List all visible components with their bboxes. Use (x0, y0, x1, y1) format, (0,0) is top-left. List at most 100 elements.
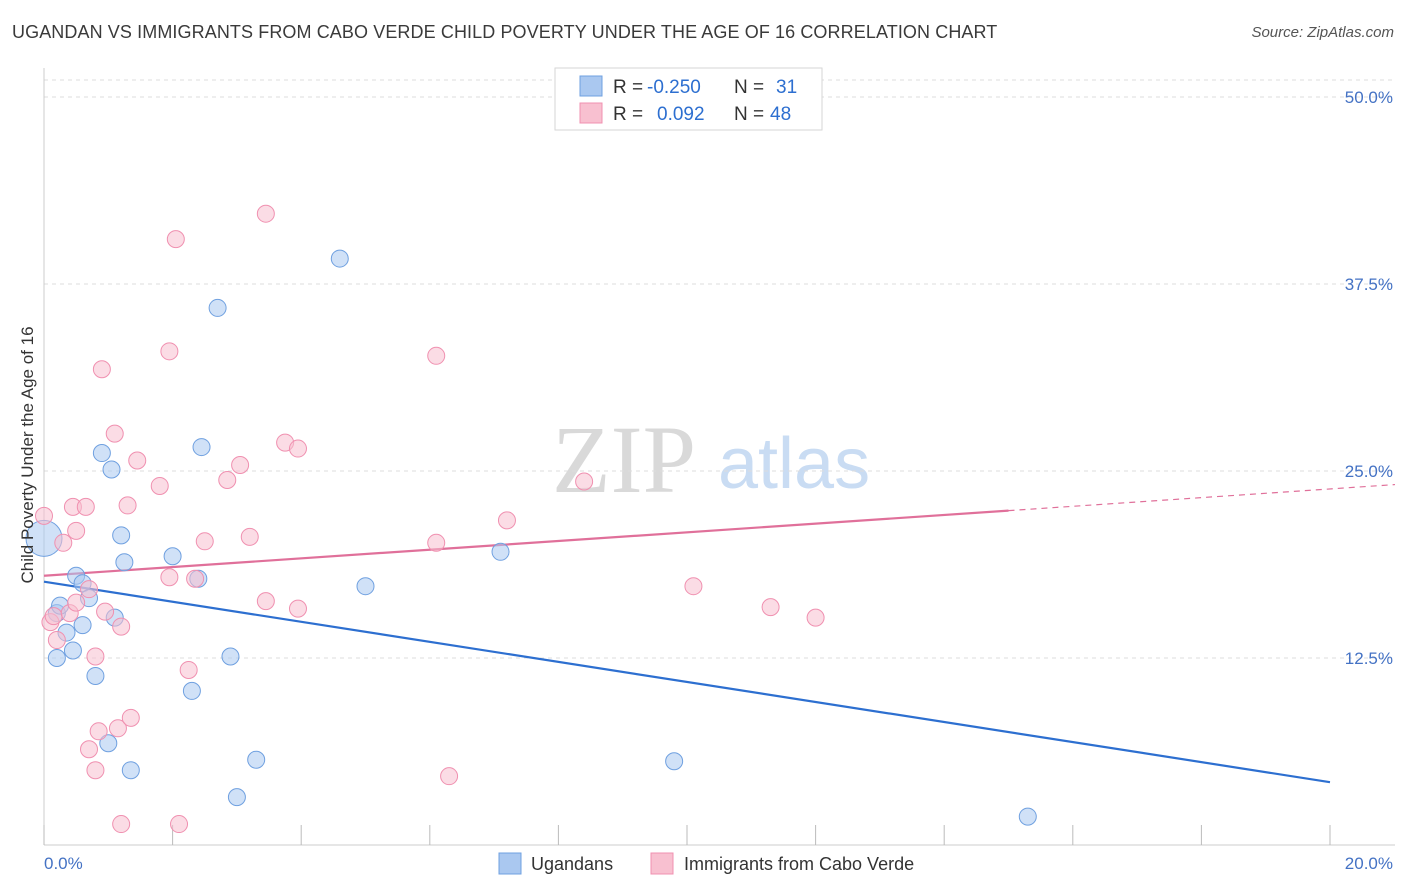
watermark-zip: ZIP (552, 406, 696, 513)
point-cabo-verde (67, 521, 86, 540)
point-cabo-verde (256, 204, 275, 223)
point-ugandans (115, 553, 134, 572)
chart-title: UGANDAN VS IMMIGRANTS FROM CABO VERDE CH… (12, 22, 998, 42)
stats-swatch-ugandans (579, 75, 603, 97)
point-ugandans (221, 647, 240, 666)
stats-n-label-cabo-verde: N = (734, 104, 764, 125)
stats-r-value-ugandans: -0.250 (647, 77, 701, 98)
point-cabo-verde (497, 511, 516, 530)
point-cabo-verde (80, 740, 99, 759)
point-cabo-verde (761, 598, 780, 617)
point-cabo-verde (150, 476, 169, 495)
point-cabo-verde (92, 360, 111, 379)
data-points (25, 204, 1037, 834)
trend-line-cabo-verde (43, 509, 1009, 577)
stats-r-label-cabo-verde: R = (613, 104, 643, 125)
point-ugandans (92, 444, 111, 463)
stats-n-label-ugandans: N = (734, 77, 764, 98)
point-ugandans (121, 761, 140, 780)
point-cabo-verde (440, 767, 459, 786)
point-ugandans (330, 249, 349, 268)
point-cabo-verde (112, 617, 131, 636)
point-cabo-verde (86, 761, 105, 780)
point-ugandans (102, 460, 121, 479)
x-tick-label-max: 20.0% (1345, 854, 1393, 873)
point-ugandans (182, 681, 201, 700)
point-cabo-verde (288, 599, 307, 618)
point-ugandans (99, 734, 118, 753)
source-label: Source: ZipAtlas.com (1251, 24, 1394, 41)
point-ugandans (1018, 807, 1037, 826)
point-cabo-verde (112, 815, 131, 834)
trend-line-ugandans (43, 580, 1331, 784)
x-tick-label-min: 0.0% (44, 854, 83, 873)
point-cabo-verde (806, 608, 825, 627)
point-cabo-verde (186, 569, 205, 588)
point-cabo-verde (80, 580, 99, 599)
point-ugandans (665, 752, 684, 771)
point-cabo-verde (105, 424, 124, 443)
stats-r-value-cabo-verde: 0.092 (657, 104, 705, 125)
point-cabo-verde (128, 451, 147, 470)
grid (44, 79, 1395, 659)
point-cabo-verde (121, 708, 140, 727)
point-cabo-verde (35, 506, 53, 525)
watermark-atlas: atlas (718, 424, 870, 504)
trend-line-cabo-verde-extension (1008, 483, 1396, 512)
point-cabo-verde (44, 607, 63, 626)
point-cabo-verde (427, 346, 446, 365)
legend-swatch-cabo-verde (650, 852, 674, 875)
point-cabo-verde (256, 592, 275, 611)
point-cabo-verde (76, 497, 95, 516)
point-cabo-verde (166, 230, 185, 249)
y-tick-label: 12.5% (1345, 649, 1393, 668)
point-cabo-verde (231, 456, 250, 475)
y-axis-label: Child Poverty Under the Age of 16 (18, 326, 37, 583)
y-tick-label: 50.0% (1345, 88, 1393, 107)
point-cabo-verde (67, 593, 86, 612)
point-cabo-verde (47, 631, 66, 650)
point-ugandans (356, 577, 375, 596)
stats-box: R = -0.250 N = 31 R = 0.092 N = 48 (554, 67, 823, 131)
point-cabo-verde (575, 472, 594, 491)
point-cabo-verde (179, 660, 198, 679)
legend-label-ugandans: Ugandans (531, 854, 613, 874)
point-cabo-verde (89, 722, 108, 741)
y-tick-label: 37.5% (1345, 275, 1393, 294)
point-ugandans (208, 298, 227, 317)
point-ugandans (112, 526, 131, 545)
legend-swatch-ugandans (498, 852, 522, 875)
legend-label-cabo-verde: Immigrants from Cabo Verde (684, 854, 914, 874)
point-cabo-verde (195, 532, 214, 551)
stats-n-value-ugandans: 31 (776, 77, 797, 98)
point-ugandans (163, 547, 182, 566)
point-cabo-verde (160, 342, 179, 361)
point-ugandans (86, 666, 105, 685)
point-cabo-verde (684, 577, 703, 596)
point-cabo-verde (170, 815, 189, 834)
point-cabo-verde (218, 470, 237, 489)
point-ugandans (192, 438, 211, 457)
point-cabo-verde (54, 533, 73, 552)
point-cabo-verde (86, 647, 105, 666)
stats-swatch-cabo-verde (579, 102, 603, 124)
point-ugandans (247, 750, 266, 769)
trend-lines (43, 483, 1396, 784)
point-cabo-verde (118, 496, 137, 515)
point-ugandans (73, 616, 92, 635)
point-ugandans (63, 641, 82, 660)
point-ugandans (227, 788, 246, 807)
point-cabo-verde (108, 719, 127, 738)
stats-r-label-ugandans: R = (613, 77, 643, 98)
point-cabo-verde (160, 568, 179, 587)
point-cabo-verde (427, 533, 446, 552)
legend: Ugandans Immigrants from Cabo Verde (498, 852, 914, 875)
stats-n-value-cabo-verde: 48 (770, 104, 791, 125)
point-cabo-verde (288, 439, 307, 458)
axes: 12.5% 25.0% 37.5% 50.0% 0.0% 20.0% (43, 68, 1395, 873)
point-ugandans (47, 649, 66, 667)
y-tick-label: 25.0% (1345, 462, 1393, 481)
point-ugandans (491, 542, 510, 561)
point-cabo-verde (240, 527, 259, 546)
